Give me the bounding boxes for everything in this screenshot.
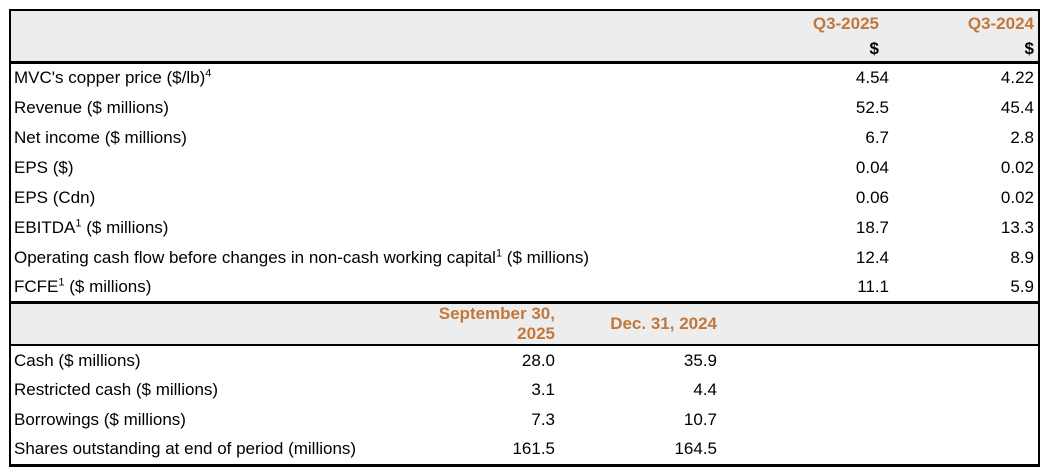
- empty-cell: [727, 435, 897, 465]
- col-header-q3-2025: Q3-2025: [727, 10, 898, 37]
- empty-cell: [897, 345, 1039, 375]
- unit-header-dollar-1: $: [727, 37, 898, 64]
- table-row: Shares outstanding at end of period (mil…: [10, 435, 1039, 465]
- value-cell: 0.02: [1000, 187, 1035, 207]
- table-row: EPS (Cdn) 0.06 0.02: [10, 183, 1039, 213]
- value-cell: 0.06: [855, 187, 890, 207]
- header-spacer: [10, 10, 728, 37]
- value-cell: 5.9: [1010, 276, 1035, 296]
- row-label: Cash ($ millions): [14, 350, 141, 370]
- value-cell: 8.9: [1010, 247, 1035, 267]
- row-label: Revenue ($ millions): [14, 97, 169, 117]
- row-label: Restricted cash ($ millions): [14, 380, 219, 399]
- value-cell: 6.7: [865, 127, 890, 147]
- table-row: Cash ($ millions) 28.0 35.9: [10, 345, 1039, 375]
- footnote-superscript: 4: [205, 67, 212, 80]
- date-header-row: September 30, 2025 Dec. 31, 2024: [10, 301, 1040, 346]
- value-cell: 4.4: [693, 380, 718, 399]
- value-cell: 10.7: [683, 410, 718, 429]
- value-cell: 7.3: [531, 410, 555, 429]
- footnote-superscript: 1: [75, 216, 82, 229]
- table-row: MVC's copper price ($/lb)4 4.54 4.22: [10, 63, 1039, 93]
- table-row: FCFE1 ($ millions) 11.1 5.9: [10, 273, 1039, 303]
- value-cell: 164.5: [674, 439, 718, 459]
- balance-sheet-section: Cash ($ millions) 28.0 35.9 Restricted cash…: [10, 345, 1039, 465]
- value-cell: 0.02: [1000, 157, 1035, 177]
- row-label: Shares outstanding at end of period (mil…: [14, 439, 357, 459]
- value-cell: 0.04: [855, 157, 890, 177]
- empty-cell: [897, 375, 1039, 405]
- table-row: EPS ($) 0.04 0.02: [10, 153, 1039, 183]
- unit-header-dollar-2: $: [897, 37, 1040, 64]
- empty-cell: [727, 375, 897, 405]
- table-row: Operating cash flow before changes in no…: [10, 243, 1039, 273]
- col-header-q3-2024: Q3-2024: [897, 10, 1040, 37]
- row-label: Net income ($ millions): [14, 127, 187, 147]
- col-header-september-30-2025: September 30, 2025: [430, 301, 565, 346]
- row-label: Borrowings ($ millions): [14, 410, 186, 429]
- col-header-dec-31-2024: Dec. 31, 2024: [565, 301, 728, 346]
- row-label: EPS ($): [14, 157, 74, 177]
- value-cell: 161.5: [512, 439, 555, 459]
- row-label: EBITDA1 ($ millions): [14, 216, 169, 237]
- quarterly-results-section: MVC's copper price ($/lb)4 4.54 4.22 Revenu…: [10, 63, 1039, 303]
- header-spacer: [10, 37, 728, 64]
- value-cell: 45.4: [1000, 97, 1035, 117]
- empty-cell: [897, 435, 1039, 465]
- header-spacer: [10, 301, 430, 346]
- header-spacer: [727, 301, 898, 346]
- value-cell: 28.0: [521, 350, 555, 370]
- row-label: Operating cash flow before changes in no…: [14, 246, 589, 267]
- empty-cell: [727, 405, 897, 435]
- period-header-row: Q3-2025 Q3-2024: [10, 10, 1040, 37]
- row-label: MVC's copper price ($/lb)4: [14, 67, 212, 88]
- table-row: Net income ($ millions) 6.7 2.8: [10, 123, 1039, 153]
- row-label: FCFE1 ($ millions): [14, 276, 152, 296]
- value-cell: 52.5: [855, 97, 890, 117]
- value-cell: 2.8: [1010, 127, 1035, 147]
- unit-header-row: $ $: [10, 37, 1040, 64]
- table-row: Restricted cash ($ millions) 3.1 4.4: [10, 375, 1039, 405]
- balance-date-header: September 30, 2025 Dec. 31, 2024: [10, 301, 1040, 346]
- value-cell: 3.1: [531, 380, 555, 399]
- value-cell: 18.7: [855, 217, 890, 237]
- quarter-header: Q3-2025 Q3-2024 $ $: [10, 10, 1040, 64]
- header-spacer: [897, 301, 1040, 346]
- table-row: Revenue ($ millions) 52.5 45.4: [10, 93, 1039, 123]
- value-cell: 4.54: [855, 68, 890, 88]
- table-row: EBITDA1 ($ millions) 18.7 13.3: [10, 213, 1039, 243]
- empty-cell: [727, 345, 897, 375]
- value-cell: 4.22: [1000, 68, 1035, 88]
- value-cell: 12.4: [855, 247, 890, 267]
- value-cell: 11.1: [857, 276, 890, 296]
- footnote-superscript: 1: [58, 276, 65, 289]
- row-label: EPS (Cdn): [14, 187, 96, 207]
- footnote-superscript: 1: [495, 246, 503, 259]
- table-row: Borrowings ($ millions) 7.3 10.7: [10, 405, 1039, 435]
- empty-cell: [897, 405, 1039, 435]
- financial-summary-table: Q3-2025 Q3-2024 $ $ MVC's copper price (…: [9, 9, 1041, 467]
- financial-summary-table-wrap: Q3-2025 Q3-2024 $ $ MVC's copper price (…: [9, 9, 1041, 467]
- value-cell: 35.9: [683, 350, 718, 370]
- value-cell: 13.3: [1000, 217, 1035, 237]
